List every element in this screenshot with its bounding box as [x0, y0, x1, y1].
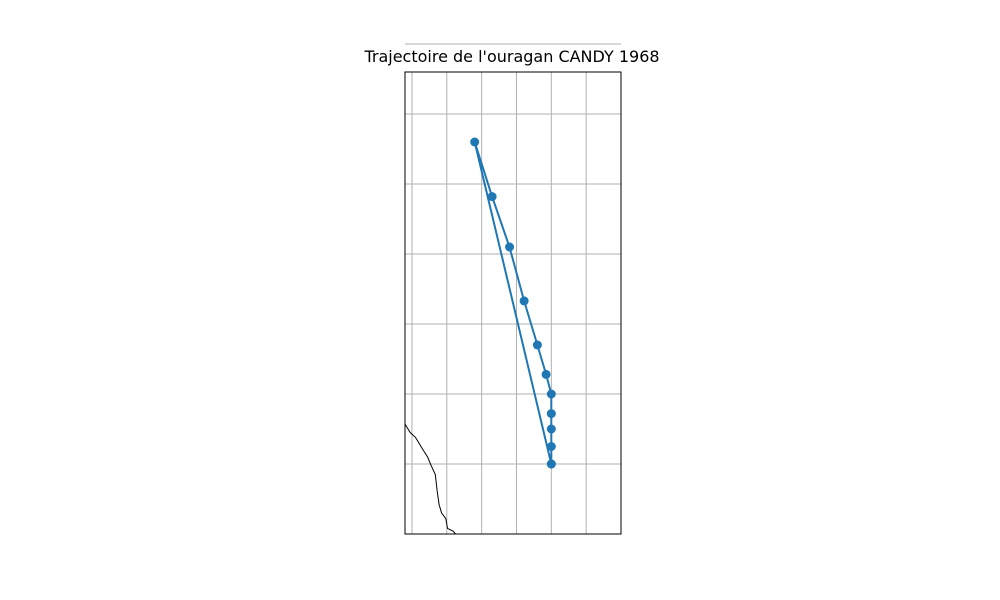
axes-frame [404, 71, 622, 535]
trajectory-point [546, 442, 556, 451]
trajectory-point [519, 296, 529, 306]
trajectory-point [470, 137, 480, 147]
chart-title: Trajectoire de l'ouragan CANDY 1968 [364, 47, 660, 66]
trajectory-point [541, 369, 551, 379]
trajectory-point [505, 242, 515, 252]
trajectory-series [470, 137, 556, 469]
coastline [405, 423, 456, 534]
trajectory-point [546, 389, 556, 399]
trajectory-line [473, 141, 553, 465]
trajectory-point [487, 192, 497, 202]
coastline-path [405, 423, 456, 534]
trajectory-point [532, 340, 542, 350]
trajectory-point [546, 409, 556, 419]
trajectory-point [546, 424, 556, 434]
grid-lines [405, 43, 621, 534]
trajectory-point [546, 459, 556, 469]
